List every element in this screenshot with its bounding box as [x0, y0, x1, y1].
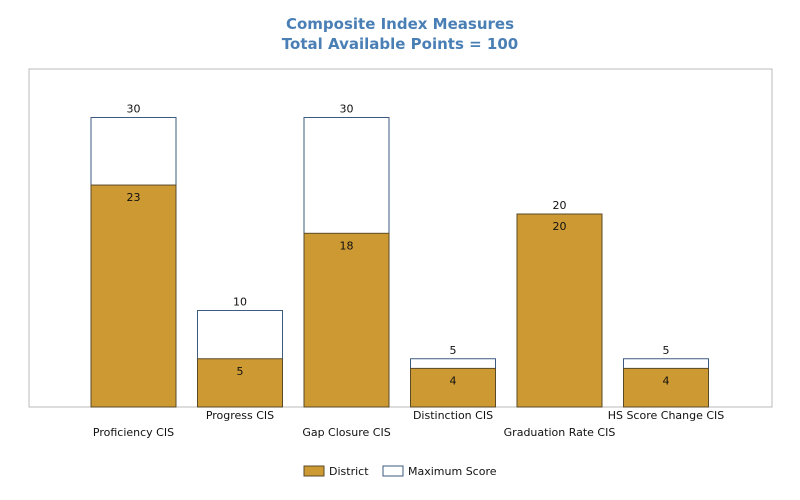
chart-subtitle: Total Available Points = 100: [281, 35, 519, 53]
district-value-label-proficiency-cis: 23: [127, 191, 141, 204]
chart-title-block: Composite Index Measures Total Available…: [0, 14, 800, 54]
district-value-label-progress-cis: 5: [237, 365, 244, 378]
max-value-label-distinction-cis: 5: [450, 344, 457, 357]
bar-district-gap-closure-cis: [303, 232, 390, 408]
plot-area-frame: [28, 68, 773, 408]
max-value-label-hs-score-change-cis: 5: [663, 344, 670, 357]
bar-district-hs-score-change-cis: [623, 367, 709, 408]
district-value-label-distinction-cis: 4: [450, 374, 457, 387]
category-label-distinction-cis: Distinction CIS: [413, 409, 493, 422]
legend: District Maximum Score: [303, 465, 497, 478]
legend-label-district: District: [329, 465, 369, 478]
legend-swatch-district: [303, 465, 325, 477]
category-label-hs-score-change-cis: HS Score Change CIS: [608, 409, 725, 422]
bars-layer: [90, 117, 709, 408]
category-label-progress-cis: Progress CIS: [206, 409, 274, 422]
category-label-graduation-rate-cis: Graduation Rate CIS: [504, 426, 616, 439]
district-value-label-hs-score-change-cis: 4: [663, 374, 670, 387]
bar-district-proficiency-cis: [90, 184, 177, 408]
bar-district-distinction-cis: [410, 367, 496, 408]
legend-label-maximum-score: Maximum Score: [408, 465, 497, 478]
max-value-label-graduation-rate-cis: 20: [553, 199, 567, 212]
max-value-label-proficiency-cis: 30: [127, 103, 141, 116]
chart-title: Composite Index Measures: [285, 15, 515, 33]
labels-layer: 30 23 Proficiency CIS 10 5 Progress CIS 30 18 Ga…: [93, 103, 724, 440]
max-value-label-progress-cis: 10: [233, 296, 247, 309]
legend-swatch-maximum-score: [382, 465, 404, 477]
bar-district-graduation-rate-cis: [516, 213, 603, 408]
max-value-label-gap-closure-cis: 30: [340, 103, 354, 116]
district-value-label-graduation-rate-cis: 20: [553, 220, 567, 233]
category-label-gap-closure-cis: Gap Closure CIS: [302, 426, 390, 439]
bar-district-progress-cis: [197, 358, 283, 408]
district-value-label-gap-closure-cis: 18: [340, 239, 354, 252]
category-label-proficiency-cis: Proficiency CIS: [93, 426, 174, 439]
